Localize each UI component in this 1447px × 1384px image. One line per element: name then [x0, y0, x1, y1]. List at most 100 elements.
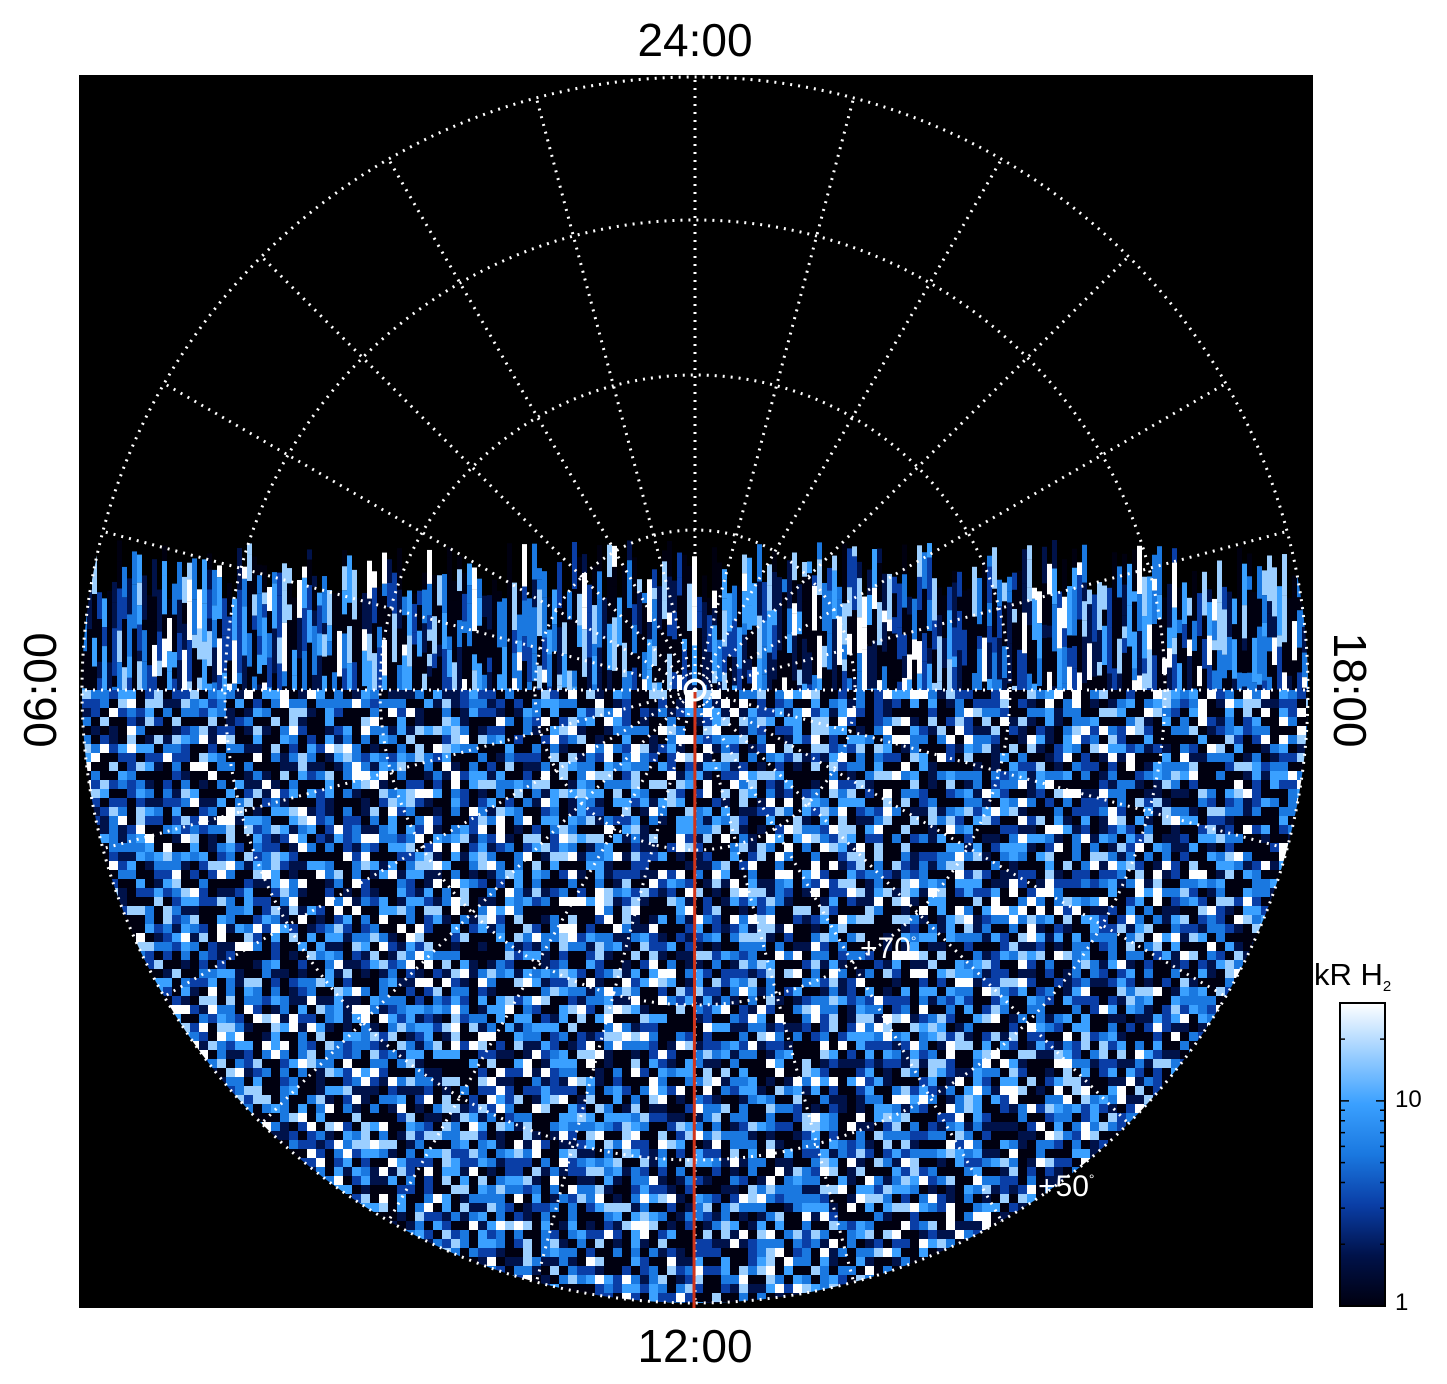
emission-streak: [992, 652, 997, 691]
emission-cell: [559, 789, 568, 798]
emission-cell: [451, 825, 460, 834]
emission-cell: [991, 726, 1000, 735]
emission-cell: [1261, 717, 1270, 726]
emission-cell: [901, 690, 910, 699]
emission-cell: [721, 780, 730, 789]
emission-cell: [226, 708, 235, 717]
emission-cell: [829, 825, 838, 834]
emission-cell: [1171, 735, 1180, 744]
emission-cell: [847, 807, 856, 816]
emission-cell: [802, 924, 811, 933]
emission-cell: [1108, 744, 1117, 753]
emission-cell: [1288, 708, 1297, 717]
emission-streak: [687, 565, 692, 584]
emission-cell: [523, 780, 532, 789]
emission-cell: [505, 888, 514, 897]
emission-cell: [946, 789, 955, 798]
emission-cell: [217, 906, 226, 915]
emission-cell: [811, 699, 820, 708]
emission-streak: [1157, 668, 1162, 691]
emission-cell: [199, 924, 208, 933]
emission-cell: [640, 924, 649, 933]
emission-streak: [837, 664, 842, 695]
emission-cell: [289, 717, 298, 726]
emission-cell: [892, 906, 901, 915]
emission-cell: [1117, 789, 1126, 798]
emission-cell: [892, 933, 901, 942]
emission-cell: [118, 870, 127, 879]
emission-cell: [793, 735, 802, 744]
emission-cell: [1180, 690, 1189, 699]
emission-streak: [987, 626, 992, 643]
emission-cell: [766, 843, 775, 852]
emission-cell: [532, 897, 541, 906]
emission-cell: [640, 789, 649, 798]
emission-cell: [739, 717, 748, 726]
emission-cell: [1045, 906, 1054, 915]
emission-cell: [604, 843, 613, 852]
emission-streak: [817, 559, 822, 596]
emission-streak: [1242, 605, 1247, 639]
emission-cell: [1090, 780, 1099, 789]
emission-streak: [852, 599, 857, 611]
emission-cell: [964, 906, 973, 915]
emission-streak: [1027, 545, 1032, 560]
emission-cell: [271, 771, 280, 780]
emission-cell: [379, 888, 388, 897]
emission-cell: [1054, 825, 1063, 834]
emission-cell: [406, 897, 415, 906]
emission-cell: [1117, 726, 1126, 735]
emission-cell: [1171, 762, 1180, 771]
emission-cell: [523, 744, 532, 753]
emission-streak: [187, 601, 192, 641]
emission-cell: [109, 753, 118, 762]
emission-cell: [145, 726, 154, 735]
emission-cell: [793, 798, 802, 807]
emission-streak: [247, 554, 252, 582]
emission-cell: [1180, 843, 1189, 852]
emission-cell: [919, 861, 928, 870]
emission-streak: [137, 650, 142, 662]
emission-streak: [412, 603, 417, 633]
emission-streak: [407, 635, 412, 667]
emission-cell: [406, 762, 415, 771]
emission-cell: [334, 807, 343, 816]
emission-cell: [1126, 852, 1135, 861]
emission-cell: [631, 924, 640, 933]
emission-cell: [370, 690, 379, 699]
emission-cell: [1117, 906, 1126, 915]
emission-streak: [1042, 583, 1047, 625]
emission-cell: [1225, 897, 1234, 906]
emission-cell: [325, 834, 334, 843]
emission-cell: [1018, 771, 1027, 780]
emission-cell: [910, 870, 919, 879]
emission-streak: [1282, 595, 1287, 643]
emission-cell: [1153, 915, 1162, 924]
emission-cell: [640, 906, 649, 915]
emission-cell: [1189, 870, 1198, 879]
emission-cell: [370, 798, 379, 807]
emission-cell: [757, 879, 766, 888]
emission-cell: [145, 771, 154, 780]
emission-streak: [532, 653, 537, 682]
emission-cell: [379, 834, 388, 843]
emission-streak: [407, 590, 412, 636]
emission-cell: [793, 852, 802, 861]
emission-cell: [127, 717, 136, 726]
emission-cell: [1081, 870, 1090, 879]
emission-cell: [1081, 924, 1090, 933]
emission-cell: [1180, 762, 1189, 771]
emission-cell: [208, 771, 217, 780]
emission-cell: [442, 690, 451, 699]
emission-streak: [417, 656, 422, 668]
emission-cell: [1198, 834, 1207, 843]
emission-cell: [406, 825, 415, 834]
emission-cell: [1243, 807, 1252, 816]
emission-cell: [892, 753, 901, 762]
emission-cell: [1252, 897, 1261, 906]
emission-streak: [957, 650, 962, 681]
emission-cell: [208, 870, 217, 879]
emission-streak: [1177, 619, 1182, 634]
emission-cell: [829, 708, 838, 717]
emission-cell: [721, 897, 730, 906]
